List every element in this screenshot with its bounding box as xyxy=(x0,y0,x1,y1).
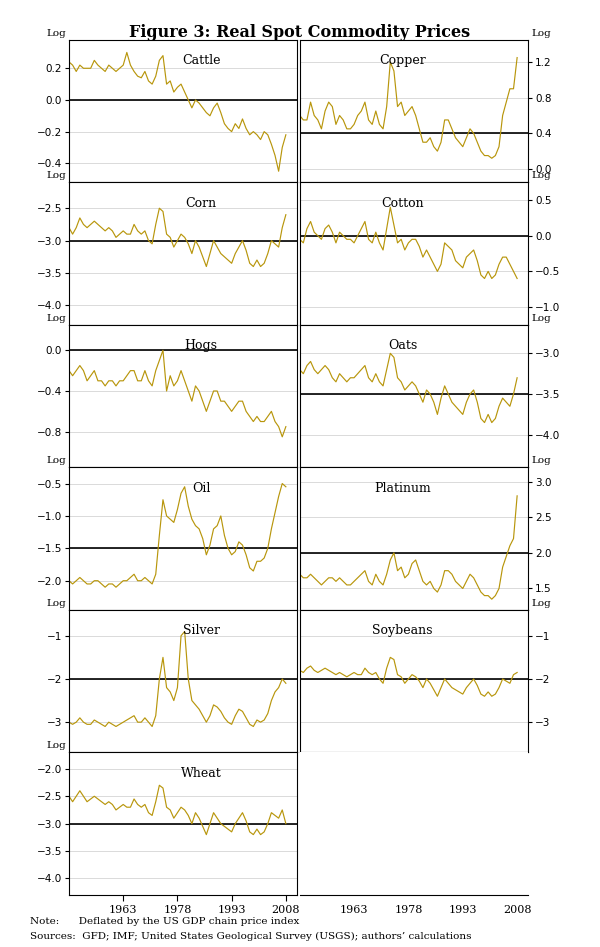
Text: Cotton: Cotton xyxy=(381,197,424,209)
Text: Log: Log xyxy=(531,171,551,180)
Text: Log: Log xyxy=(46,28,66,38)
Text: Corn: Corn xyxy=(185,197,217,209)
Text: Sources:  GFD; IMF; United States Geological Survey (USGS); authors’ calculation: Sources: GFD; IMF; United States Geologi… xyxy=(30,932,472,941)
Text: Hogs: Hogs xyxy=(185,339,218,352)
Text: Log: Log xyxy=(531,313,551,323)
Text: Log: Log xyxy=(46,456,66,466)
Text: Log: Log xyxy=(46,599,66,608)
Text: Log: Log xyxy=(46,171,66,180)
Text: Soybeans: Soybeans xyxy=(372,624,433,637)
Text: Note:      Deflated by the US GDP chain price index: Note: Deflated by the US GDP chain price… xyxy=(30,917,299,926)
Text: Figure 3: Real Spot Commodity Prices: Figure 3: Real Spot Commodity Prices xyxy=(130,24,470,41)
Text: Log: Log xyxy=(531,599,551,608)
Text: Log: Log xyxy=(46,742,66,750)
Text: Silver: Silver xyxy=(182,624,220,637)
Text: Log: Log xyxy=(46,313,66,323)
Text: Oil: Oil xyxy=(192,482,210,494)
Text: Log: Log xyxy=(531,456,551,466)
Text: Oats: Oats xyxy=(388,339,417,352)
Text: Log: Log xyxy=(531,28,551,38)
Text: Cattle: Cattle xyxy=(182,54,220,67)
Text: Copper: Copper xyxy=(379,54,426,67)
Text: Platinum: Platinum xyxy=(374,482,431,494)
Text: Wheat: Wheat xyxy=(181,767,221,779)
